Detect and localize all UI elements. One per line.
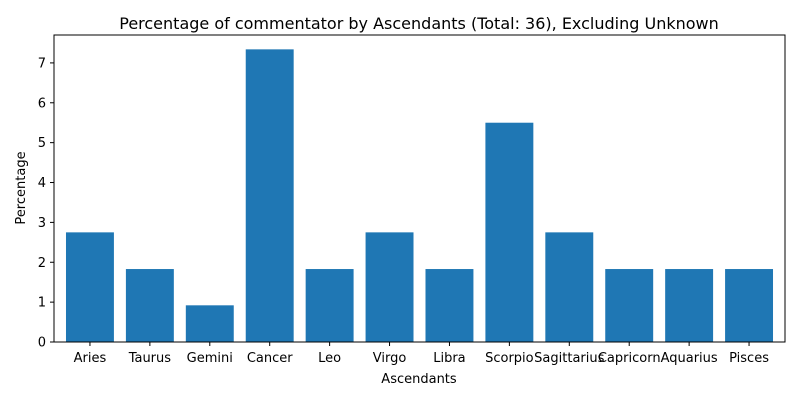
y-tick-label: 4 (38, 176, 46, 191)
x-axis-label: Ascendants (381, 372, 457, 387)
x-tick-label-virgo: Virgo (373, 351, 407, 366)
x-tick-label-libra: Libra (433, 351, 465, 366)
bar-taurus (125, 269, 174, 342)
bar-aquarius (665, 269, 714, 342)
x-tick-label-gemini: Gemini (187, 351, 233, 366)
x-axis-ticks: Aries Taurus Gemini Cancer Leo Virgo Libra Scor… (74, 342, 769, 366)
x-tick-label-aries: Aries (74, 351, 107, 366)
bar-leo (305, 269, 354, 342)
bar-sagittarius (545, 232, 594, 342)
bar-capricorn (605, 269, 654, 342)
plot-frame (53, 34, 786, 343)
bar-virgo (365, 232, 414, 342)
y-tick-label: 0 (38, 336, 46, 351)
y-tick-label: 3 (38, 216, 46, 231)
y-tick-label: 1 (38, 296, 46, 311)
bars-group (65, 49, 774, 343)
x-tick-label-pisces: Pisces (729, 351, 769, 366)
x-tick-label-scorpio: Scorpio (485, 351, 534, 366)
bar-aries (65, 232, 114, 342)
y-axis-ticks: 0 1 2 3 4 5 6 7 (38, 56, 54, 351)
x-tick-label-aquarius: Aquarius (661, 351, 718, 366)
y-tick-label: 7 (38, 56, 46, 71)
bar-libra (425, 269, 474, 342)
y-tick-label: 6 (38, 96, 46, 111)
bar-gemini (185, 305, 234, 342)
y-axis-label: Percentage (14, 151, 29, 224)
chart-title: Percentage of commentator by Ascendants … (119, 14, 719, 33)
y-tick-label: 5 (38, 136, 46, 151)
x-tick-label-capricorn: Capricorn (598, 351, 661, 366)
x-tick-label-sagittarius: Sagittarius (534, 351, 604, 366)
bar-scorpio (485, 122, 534, 342)
bar-cancer (245, 49, 294, 343)
bar-pisces (725, 269, 774, 342)
x-tick-label-cancer: Cancer (247, 351, 293, 366)
y-tick-label: 2 (38, 256, 46, 271)
x-tick-label-taurus: Taurus (128, 351, 172, 366)
x-tick-label-leo: Leo (318, 351, 341, 366)
